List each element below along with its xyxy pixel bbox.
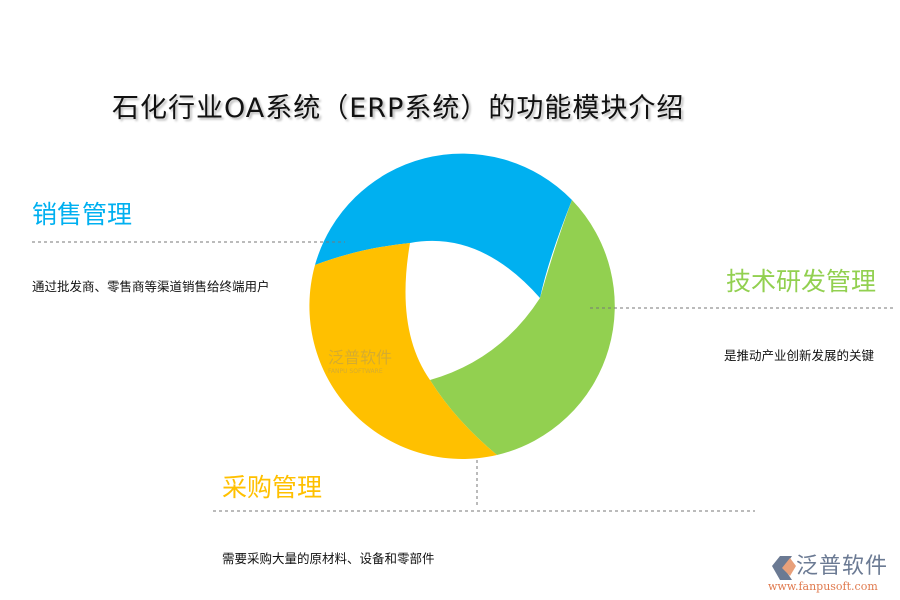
- logo-url: www.fanpusoft.com: [768, 580, 878, 593]
- section-desc-rnd: 是推动产业创新发展的关键: [724, 348, 875, 363]
- section-title-purchase: 采购管理: [222, 473, 323, 502]
- section-title-rnd: 技术研发管理: [726, 267, 877, 296]
- section-title-sales: 销售管理: [32, 200, 133, 229]
- logo-text: 泛普软件: [796, 554, 889, 579]
- logo-mark-icon: [772, 556, 796, 580]
- watermark-text: 泛普软件: [328, 348, 393, 367]
- section-desc-sales: 通过批发商、零售商等渠道销售给终端用户: [32, 279, 270, 294]
- brand-logo: 泛普软件 www.fanpusoft.com: [768, 548, 888, 593]
- page-title: 石化行业OA系统（ERP系统）的功能模块介绍: [112, 93, 685, 124]
- segment-purchase: [309, 243, 497, 459]
- segment-rnd: [430, 200, 615, 455]
- watermark: 泛普软件 FANPU SOFTWARE: [302, 344, 392, 375]
- section-desc-purchase: 需要采购大量的原材料、设备和零部件: [222, 551, 435, 566]
- segment-sales: [315, 153, 572, 298]
- watermark-subtext: FANPU SOFTWARE: [328, 368, 383, 375]
